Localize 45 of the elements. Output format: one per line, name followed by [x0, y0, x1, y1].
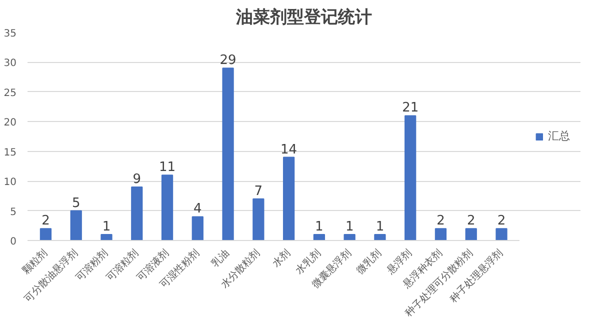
bar [131, 186, 143, 240]
y-tick-label: 35 [4, 28, 17, 40]
y-tick-label: 30 [4, 58, 17, 70]
data-label: 2 [42, 214, 50, 229]
data-label: 4 [194, 202, 202, 217]
bar [161, 174, 174, 240]
bar [252, 198, 264, 240]
data-label: 2 [466, 214, 476, 229]
bar [70, 210, 82, 240]
bar [100, 234, 112, 240]
legend-label: 汇总 [548, 128, 570, 144]
bar [313, 234, 326, 240]
bar [344, 234, 356, 240]
bar [496, 228, 508, 240]
data-label: 7 [254, 184, 263, 199]
y-tick-label: 15 [4, 147, 17, 158]
data-label: 14 [280, 142, 298, 158]
bar [374, 234, 386, 240]
x-tick-label: 水剂 [270, 246, 293, 270]
data-label: 2 [436, 214, 445, 229]
data-label: 1 [315, 220, 324, 235]
data-label: 1 [376, 220, 384, 235]
bar [404, 115, 416, 240]
x-tick-label: 乳油 [209, 246, 232, 270]
data-label: 29 [220, 53, 236, 68]
data-label: 1 [345, 220, 354, 235]
bar [282, 156, 295, 240]
data-label: 5 [72, 196, 80, 211]
y-tick-label: 25 [4, 88, 17, 99]
bar [434, 228, 447, 240]
data-label: 2 [497, 214, 506, 229]
y-tick-label: 0 [10, 236, 17, 248]
y-tick-label: 5 [10, 206, 17, 218]
data-label: 11 [159, 160, 176, 176]
bar [192, 216, 204, 240]
bar [222, 68, 234, 240]
chart-title: 油菜剂型登记统计 [235, 8, 372, 28]
y-tick-label: 20 [4, 118, 17, 129]
bar [40, 228, 52, 240]
x-tick-label: 微乳剂 [354, 246, 384, 277]
bar [465, 228, 477, 240]
data-label: 1 [102, 220, 111, 235]
data-label: 21 [402, 100, 419, 116]
data-label: 9 [132, 172, 142, 188]
y-tick-label: 10 [4, 177, 17, 188]
